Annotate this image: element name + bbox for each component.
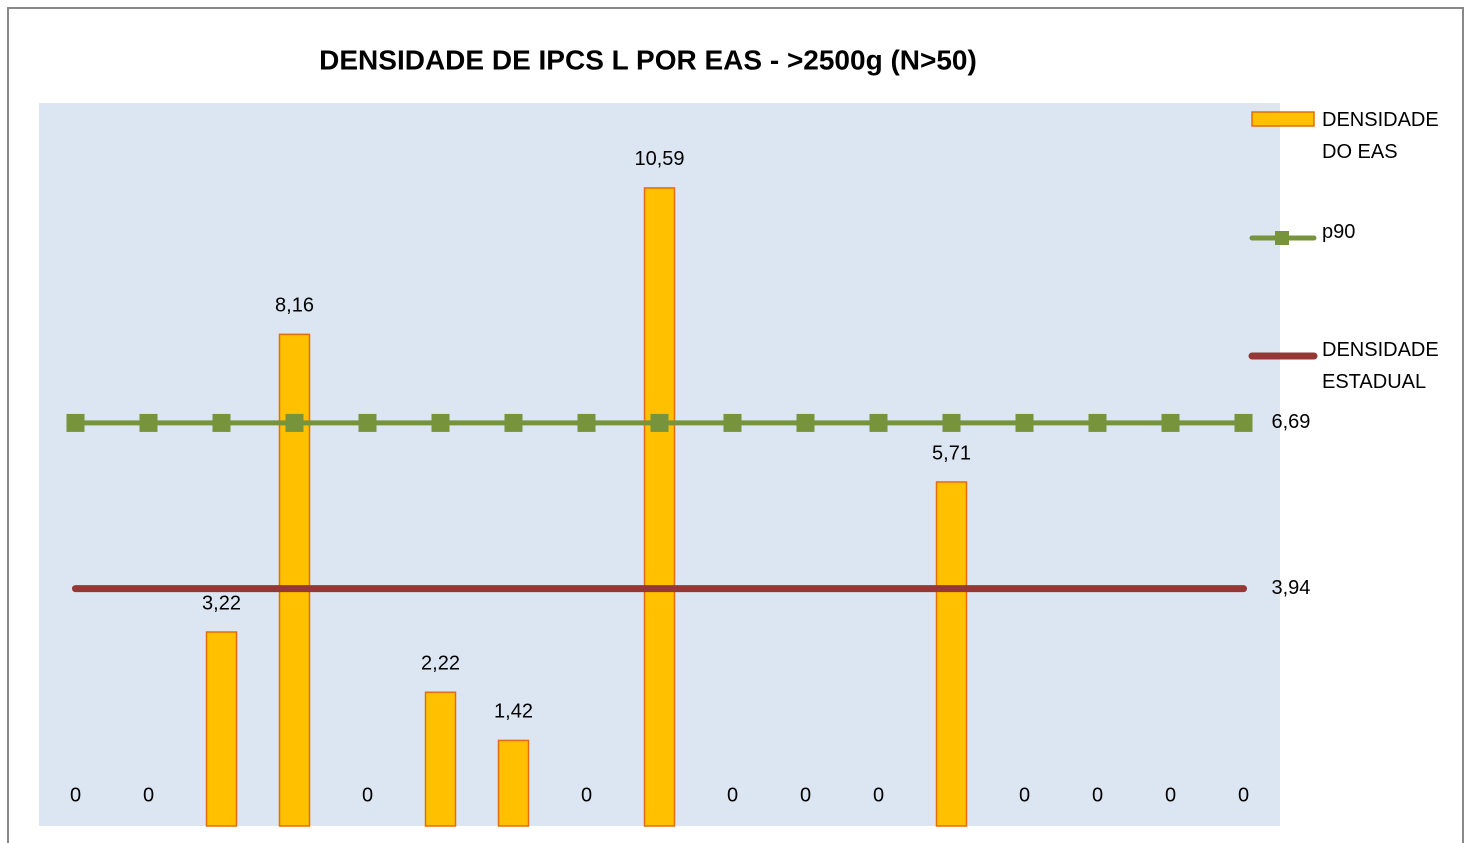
data-label: 0 [143,784,154,806]
line-marker [650,413,669,432]
line-marker [1015,413,1034,432]
line-marker [139,413,158,432]
line-marker [1161,413,1180,432]
legend-swatch [1275,231,1289,245]
bar [205,631,238,827]
data-label: 2,22 [421,653,460,675]
line-label: 6,69 [1272,411,1311,433]
data-label: 0 [1092,784,1103,806]
line-marker [1088,413,1107,432]
chart-title: DENSIDADE DE IPCS L POR EAS - >2500g (N>… [319,44,977,75]
data-label: 0 [581,784,592,806]
bar [643,187,676,827]
data-label: 0 [70,784,81,806]
bar [935,481,968,827]
data-label: 5,71 [932,442,971,464]
line-marker [1234,413,1253,432]
line-marker [212,413,231,432]
line-label: 3,94 [1272,577,1311,599]
data-label: 0 [727,784,738,806]
data-label: 0 [1238,784,1249,806]
line-marker [577,413,596,432]
data-label: 0 [800,784,811,806]
line-marker [431,413,450,432]
data-label: 0 [873,784,884,806]
line-marker [723,413,742,432]
bar [278,333,311,827]
data-label: 0 [1019,784,1030,806]
data-label: 0 [1165,784,1176,806]
line-marker [942,413,961,432]
line-marker [285,413,304,432]
legend-label: DENSIDADE DO EAS [1322,109,1439,163]
line-marker [66,413,85,432]
bar [424,691,457,827]
line-marker [358,413,377,432]
legend-swatch [1251,111,1315,127]
legend-label: p90 [1322,221,1356,243]
data-label: 0 [362,784,373,806]
line-marker [869,413,888,432]
data-label: 10,59 [634,148,684,170]
line-marker [796,413,815,432]
legend-label: DENSIDADE ESTADUAL [1322,339,1439,393]
line-marker [504,413,523,432]
bar [497,739,530,827]
data-label: 8,16 [275,295,314,317]
data-label: 3,22 [202,592,241,614]
data-label: 1,42 [494,701,533,723]
